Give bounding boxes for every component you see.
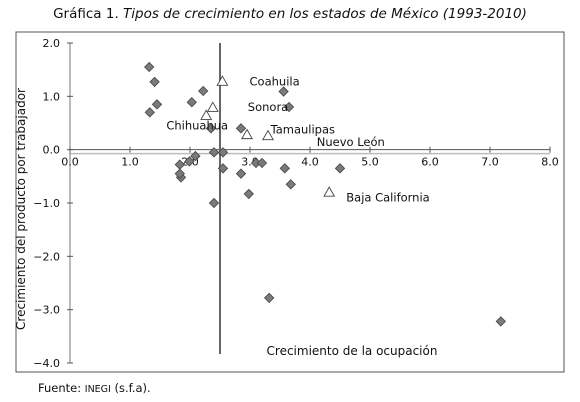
chart-title: Gráfica 1. Tipos de crecimiento en los e…: [0, 6, 580, 22]
y-tick-label: 1.0: [43, 90, 61, 103]
y-axis-title: Crecimiento del producto por trabajador: [14, 88, 28, 330]
diamond-point: [144, 107, 155, 118]
triangle-point: [241, 128, 253, 140]
diamond-point: [278, 86, 289, 97]
point-annotation: Nuevo León: [317, 135, 385, 149]
diamond-point: [283, 101, 295, 113]
diamond-point: [495, 316, 506, 327]
x-tick-label: 1.0: [121, 156, 139, 169]
diamond-point: [264, 292, 275, 304]
diamond-point: [285, 179, 296, 190]
x-tick-label: 8.0: [541, 156, 559, 169]
diamond-point: [235, 168, 247, 179]
y-tick-label: 2.0: [43, 37, 61, 50]
y-tick-label: −1.0: [33, 197, 60, 210]
y-tick-label: −4.0: [33, 357, 60, 370]
x-tick-label: 0.0: [61, 156, 79, 169]
source-note: Fuente: INEGI (s.f.a).: [38, 381, 151, 395]
diamond-point: [334, 163, 346, 174]
diamond-point: [190, 150, 201, 162]
diamond-point: [205, 123, 217, 134]
point-annotation: Coahuila: [250, 74, 300, 88]
x-tick-label: 7.0: [481, 156, 499, 169]
plot-frame: [15, 31, 565, 373]
chart-title-prefix: Gráfica 1.: [53, 6, 119, 22]
diamond-point: [208, 197, 220, 209]
triangle-point: [323, 186, 336, 197]
triangle-point: [216, 75, 229, 86]
diamond-point: [149, 76, 160, 88]
point-annotation: Baja California: [346, 191, 429, 205]
diamond-point: [217, 163, 229, 174]
x-axis-title: Crecimiento de la ocupación: [267, 344, 438, 358]
y-tick-label: −3.0: [33, 304, 60, 317]
source-prefix: Fuente:: [38, 381, 85, 395]
y-tick-label: 0.0: [43, 144, 61, 157]
point-annotation: Chihuahua: [166, 119, 228, 133]
x-tick-label: 5.0: [361, 156, 379, 169]
source-suffix: (s.f.a).: [110, 381, 151, 395]
triangle-point: [200, 109, 213, 120]
diamond-point: [217, 147, 229, 158]
diamond-point: [279, 163, 290, 174]
chart-title-text: Tipos de crecimiento en los estados de M…: [123, 6, 527, 22]
triangle-point: [206, 101, 219, 112]
x-tick-label: 4.0: [301, 156, 319, 169]
diamond-point: [151, 99, 163, 110]
diamond-point: [144, 61, 155, 73]
diamond-point: [208, 147, 220, 158]
point-annotation: Sonora: [248, 100, 288, 114]
diamond-point: [198, 85, 209, 97]
x-tick-label: 6.0: [421, 156, 439, 169]
diamond-point: [235, 123, 247, 134]
y-tick-label: −2.0: [33, 250, 60, 263]
diamond-point: [256, 157, 268, 169]
diamond-point: [174, 168, 185, 179]
diamond-point: [184, 156, 195, 167]
diamond-point: [243, 188, 254, 200]
source-org: INEGI: [84, 384, 111, 395]
triangle-point: [262, 129, 274, 141]
diamond-point: [186, 97, 197, 108]
point-annotation: Tamaulipas: [270, 122, 335, 136]
